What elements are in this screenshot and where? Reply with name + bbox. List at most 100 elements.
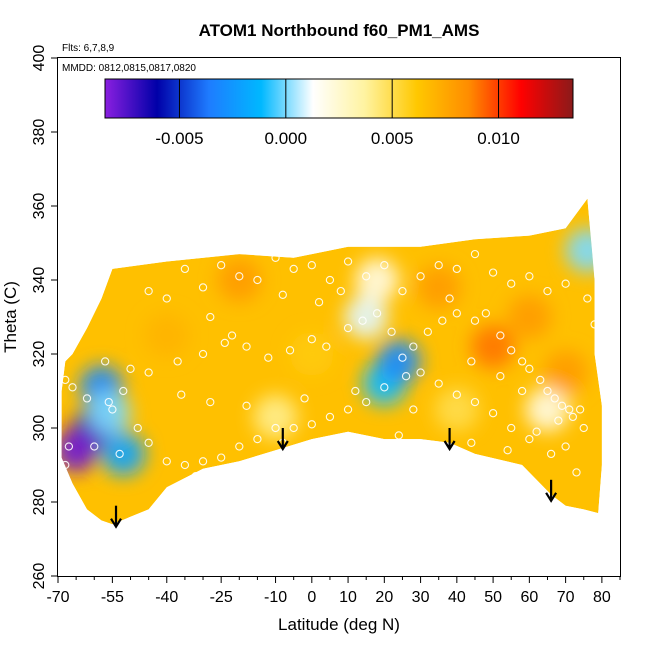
field-anomaly [344, 295, 389, 339]
sample-point [322, 342, 331, 351]
dates-label: MMDD: 0812,0815,0817,0820 [62, 63, 196, 74]
sample-point [180, 264, 190, 274]
sample-point [119, 386, 128, 396]
sample-point [536, 375, 545, 385]
sample-point [362, 272, 371, 281]
sample-point [90, 442, 99, 451]
sample-point [82, 394, 92, 403]
x-tick-label: 70 [557, 589, 575, 606]
sample-point [470, 316, 480, 325]
sample-point [271, 423, 280, 433]
sample-point [336, 286, 345, 296]
sample-point [220, 338, 229, 348]
flights-label: Flts: 6,7,8,9 [62, 43, 115, 54]
down-arrow-head [545, 492, 558, 503]
sample-point [572, 468, 581, 477]
sample-point [550, 394, 559, 403]
y-tick-label: 400 [31, 45, 48, 72]
colorbar-tick-label: 0.000 [265, 129, 308, 148]
sample-point [470, 249, 480, 259]
sample-point [307, 261, 316, 270]
sample-point [64, 442, 74, 451]
sample-point [525, 364, 534, 373]
x-tick-label: 30 [412, 589, 430, 606]
sample-point [253, 434, 262, 444]
sample-point [467, 438, 476, 447]
sample-point [191, 471, 200, 481]
sample-point [565, 405, 574, 414]
colorbar-tick-label: 0.010 [477, 129, 520, 148]
sample-point [264, 353, 273, 362]
sample-point [61, 375, 70, 385]
sample-point [300, 394, 309, 403]
sample-point [253, 275, 262, 285]
y-axis-label: Theta (C) [1, 281, 20, 353]
x-tick-label: -70 [46, 589, 69, 606]
x-tick-label: -55 [101, 589, 124, 606]
sample-point [554, 416, 563, 425]
sample-point [206, 397, 215, 407]
sample-point [590, 320, 599, 329]
down-arrow [276, 428, 289, 452]
sample-point [307, 335, 316, 344]
sample-point [525, 272, 534, 281]
sample-point [557, 401, 567, 410]
sample-point [568, 412, 578, 422]
sample-point [532, 427, 541, 436]
field-anomaly [543, 350, 588, 395]
sample-point [416, 368, 425, 377]
sample-point [517, 357, 527, 366]
sample-point [285, 346, 295, 355]
sample-point [507, 279, 516, 288]
down-arrow [443, 428, 456, 452]
sample-point [198, 283, 208, 292]
sample-point [133, 423, 142, 433]
down-arrow [110, 505, 122, 529]
sample-point [68, 383, 77, 392]
sample-point [144, 438, 153, 447]
y-tick-label: 360 [31, 193, 48, 220]
sample-point [351, 386, 360, 396]
field-anomaly [416, 265, 461, 310]
field-anomaly [355, 258, 400, 302]
field-anomaly [86, 391, 131, 436]
sample-point [575, 405, 585, 414]
sample-point [242, 401, 251, 410]
y-tick-label: 380 [31, 119, 48, 146]
sample-point [325, 275, 335, 285]
x-tick-label: -40 [155, 589, 178, 606]
sample-point [227, 331, 237, 340]
sample-point [394, 431, 403, 440]
sample-point [104, 397, 113, 407]
sample-point [409, 342, 418, 351]
sample-point [162, 294, 171, 303]
sample-point [496, 372, 505, 381]
flight-arrows [110, 428, 558, 529]
sample-point [343, 323, 353, 333]
sample-point [144, 286, 153, 296]
sample-point [525, 434, 534, 444]
sample-point [206, 312, 215, 322]
sample-point [387, 327, 396, 336]
x-axis: -70 -55 -40 -25 -10 0 10 20 30 40 50 60 70 80 [46, 576, 621, 606]
sample-point [289, 264, 298, 274]
sample-point [488, 409, 498, 418]
x-tick-label: 20 [375, 589, 393, 606]
colorbar: -0.005 0.000 0.005 0.010 [104, 78, 574, 148]
sample-point [398, 286, 407, 296]
sample-point [278, 290, 287, 299]
sample-point [452, 264, 461, 274]
down-arrow-head [110, 518, 122, 529]
sample-point [488, 268, 498, 277]
colorbar-gradient [104, 78, 574, 119]
sample-point [271, 253, 280, 262]
sample-point [173, 357, 182, 366]
sample-point [543, 386, 552, 396]
x-tick-label: 40 [448, 589, 466, 606]
sample-point [409, 405, 418, 414]
sample-point [546, 449, 556, 459]
sample-point [583, 294, 592, 303]
sample-point [496, 331, 505, 340]
sample-point [307, 420, 316, 429]
sample-point [314, 298, 324, 307]
